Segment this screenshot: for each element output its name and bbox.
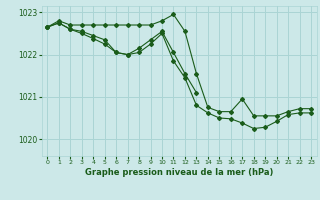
X-axis label: Graphe pression niveau de la mer (hPa): Graphe pression niveau de la mer (hPa) [85,168,273,177]
